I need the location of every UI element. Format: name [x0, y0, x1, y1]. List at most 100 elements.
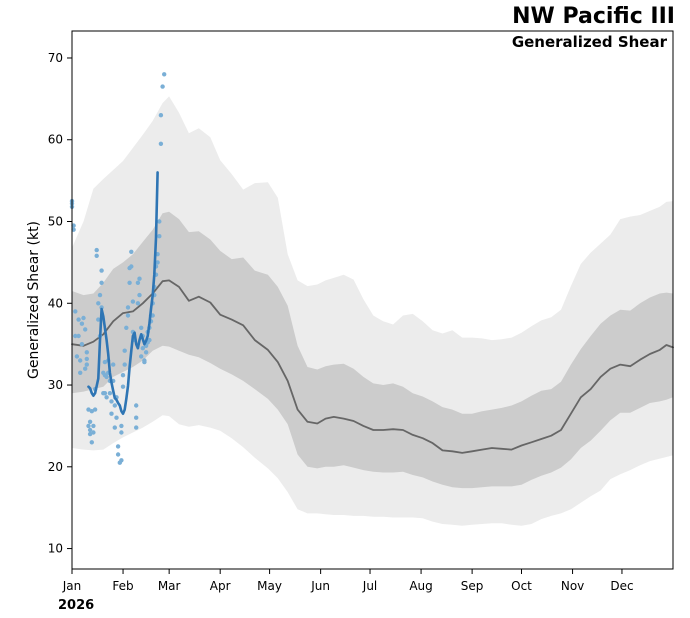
observation-point	[120, 373, 126, 378]
observation-point	[139, 354, 144, 359]
year-label: 2026	[58, 598, 95, 613]
x-tick-label: Sep	[461, 579, 484, 593]
observation-point	[157, 219, 162, 224]
observation-point	[134, 425, 139, 430]
observation-point	[104, 374, 109, 380]
chart-subtitle: Generalized Shear	[511, 33, 667, 51]
observation-point	[129, 264, 134, 269]
observation-point	[112, 403, 118, 408]
observation-point	[160, 84, 165, 89]
observation-point	[127, 280, 132, 285]
observation-point	[114, 415, 119, 420]
observation-point	[119, 423, 124, 429]
observation-point	[122, 348, 127, 353]
observation-point	[89, 440, 95, 445]
plot-frame	[71, 30, 674, 570]
observation-point	[119, 430, 124, 435]
observation-point	[87, 431, 93, 437]
x-tick-label: Dec	[610, 579, 633, 593]
x-tick-label: Aug	[409, 579, 432, 593]
observation-point	[134, 415, 139, 420]
climatology-mean-line	[71, 279, 674, 454]
observation-point	[137, 292, 142, 298]
x-tick-label: Jun	[310, 579, 330, 593]
observation-point	[83, 366, 88, 371]
observation-point	[73, 333, 78, 339]
observation-point	[147, 337, 152, 343]
observation-point	[162, 72, 167, 77]
observation-point	[97, 292, 103, 298]
x-tick-label: Feb	[112, 579, 133, 593]
y-tick-label: 20	[48, 460, 63, 474]
observation-point	[120, 384, 126, 389]
current-year-line	[87, 171, 159, 415]
y-tick-label: 10	[48, 542, 63, 556]
observation-point	[94, 247, 99, 253]
observation-point	[102, 391, 108, 396]
observation-point	[94, 253, 99, 258]
observation-point	[115, 452, 121, 457]
chart-title: NW Pacific III	[512, 4, 675, 29]
observation-point	[139, 325, 144, 330]
y-tick-label: 40	[48, 296, 63, 310]
observation-point	[87, 419, 93, 424]
observation-point	[92, 407, 98, 412]
y-tick-label: 70	[48, 51, 63, 65]
observation-point	[125, 305, 131, 310]
observation-point	[84, 350, 90, 355]
observation-point	[158, 113, 164, 118]
y-tick-label: 30	[48, 378, 63, 392]
observation-point	[125, 313, 131, 318]
observation-point	[122, 362, 127, 367]
observation-point	[112, 425, 118, 430]
x-tick-label: May	[257, 579, 282, 593]
observation-point	[115, 444, 121, 449]
observation-point	[119, 458, 124, 463]
x-tick-label: Jul	[362, 579, 377, 593]
observation-point	[109, 399, 114, 404]
y-tick-label: 60	[48, 133, 63, 147]
observation-point	[79, 321, 85, 326]
observation-point	[130, 299, 136, 304]
observation-point	[107, 391, 113, 396]
observation-point	[142, 359, 147, 365]
observation-point	[157, 234, 162, 239]
observation-point	[74, 354, 80, 359]
observation-point	[143, 350, 149, 355]
observation-point	[137, 276, 142, 281]
observation-point	[111, 362, 116, 367]
observation-point	[140, 346, 145, 351]
observation-point	[91, 423, 96, 429]
observation-point	[79, 342, 85, 347]
observation-point	[109, 411, 114, 416]
y-axis-label: Generalized Shear (kt)	[26, 221, 42, 379]
observation-point	[76, 317, 81, 322]
observation-point	[129, 249, 134, 254]
observation-point	[135, 301, 141, 306]
observation-point	[96, 301, 101, 306]
observation-point	[135, 280, 141, 285]
x-tick-label: Mar	[158, 579, 181, 593]
observation-point	[102, 359, 108, 365]
observation-point	[91, 430, 96, 435]
observation-point	[78, 358, 83, 363]
observation-point	[99, 268, 104, 273]
observation-point	[96, 317, 101, 322]
observation-point	[104, 395, 109, 400]
observation-point	[84, 356, 90, 362]
observation-point	[73, 309, 78, 314]
observation-point	[155, 260, 160, 265]
observation-point	[134, 403, 139, 408]
x-tick-label: Jan	[62, 579, 82, 593]
observation-point	[81, 315, 86, 321]
x-tick-label: Nov	[561, 579, 584, 593]
y-tick-label: 50	[48, 215, 63, 229]
observation-point	[89, 409, 95, 414]
observation-point	[158, 141, 164, 146]
observation-point	[86, 423, 91, 429]
observation-point	[124, 325, 129, 330]
observation-point	[76, 333, 81, 339]
observation-point	[99, 280, 104, 285]
observation-point	[87, 427, 93, 433]
